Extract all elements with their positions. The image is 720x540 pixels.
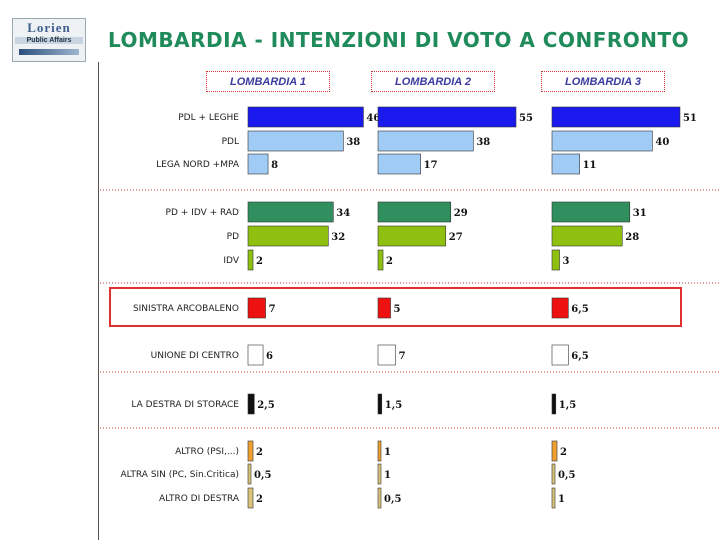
logo-decoration [19,49,79,55]
data-label: 1,5 [385,400,402,411]
bar-mark [377,487,382,509]
data-label: 2,5 [257,400,274,411]
bar-mark [551,201,631,223]
bar-mark [551,463,556,485]
data-label: 0,5 [558,470,575,481]
bar-mark [247,130,344,152]
data-label: 38 [346,137,360,148]
bar-mark [247,297,266,319]
data-label: 51 [683,113,697,124]
category-label: LEGA NORD +MPA [156,160,240,170]
bar-mark [551,297,569,319]
bar-mark [247,106,364,128]
data-label: 29 [454,208,468,219]
bar-mark [377,393,383,415]
company-logo: Lorien Public Affairs [12,18,86,62]
bar-mark [377,463,382,485]
panel-header-3: LOMBARDIA 3 [541,71,665,92]
data-label: 28 [625,232,639,243]
data-label: 2 [560,447,567,458]
category-label: IDV [223,256,239,266]
data-label: 32 [331,232,345,243]
bar-mark [377,344,396,366]
bar-mark [377,106,517,128]
bar-mark [247,225,329,247]
data-label: 1,5 [559,400,576,411]
bar-mark [551,153,580,175]
data-label: 7 [399,351,406,362]
bar-mark [247,440,254,462]
data-label: 38 [476,137,490,148]
data-label: 6,5 [571,304,588,315]
bar-mark [247,201,334,223]
category-label: ALTRO (PSI,...) [175,447,239,457]
bar-mark [551,225,623,247]
bar-mark [551,106,681,128]
data-label: 2 [256,447,263,458]
data-label: 2 [386,256,393,267]
data-label: 3 [563,256,570,267]
data-label: 8 [271,160,278,171]
page-title: LOMBARDIA - INTENZIONI DI VOTO A CONFRON… [108,28,690,52]
bar-mark [247,463,252,485]
category-label: SINISTRA ARCOBALENO [133,304,239,314]
category-label: PD + IDV + RAD [166,208,240,218]
bar-mark [247,249,254,271]
bar-mark [247,393,255,415]
data-label: 1 [384,470,391,481]
data-label: 5 [394,304,401,315]
logo-brand-text: Lorien [27,20,71,35]
data-label: 6 [266,351,273,362]
category-label: ALTRA SIN (PC, Sin.Critica) [120,470,239,480]
category-label: PDL + LEGHE [178,113,239,123]
bar-mark [247,153,269,175]
data-label: 2 [256,256,263,267]
data-label: 1 [558,494,565,505]
bar-mark [551,393,557,415]
panel-header-1: LOMBARDIA 1 [206,71,330,92]
category-label: PDL [222,137,239,147]
data-label: 46 [366,113,380,124]
bar-mark [551,249,560,271]
data-label: 40 [655,137,669,148]
bar-mark [377,225,447,247]
bar-mark [377,153,421,175]
panel-header-2: LOMBARDIA 2 [371,71,495,92]
bar-mark [551,487,556,509]
category-label: PD [227,232,239,242]
bar-mark [377,297,391,319]
bar-mark [551,130,653,152]
bar-mark [377,130,474,152]
vertical-divider [98,62,99,540]
data-label: 27 [449,232,463,243]
bar-mark [551,440,558,462]
data-label: 34 [336,208,350,219]
bar-mark [247,344,264,366]
data-label: 55 [519,113,533,124]
data-label: 2 [256,494,263,505]
data-label: 0,5 [254,470,271,481]
highlight-box-sinistra-arcobaleno [109,287,682,327]
data-label: 31 [633,208,647,219]
bar-mark [377,201,452,223]
bar-mark [377,440,382,462]
data-label: 0,5 [384,494,401,505]
bar-mark [551,344,569,366]
category-label: UNIONE DI CENTRO [151,351,239,361]
bar-mark [247,487,254,509]
category-label: LA DESTRA DI STORACE [131,400,239,410]
category-label: ALTRO DI DESTRA [159,494,240,504]
data-label: 17 [424,160,438,171]
logo-tagline: Public Affairs [15,37,83,44]
data-label: 7 [269,304,276,315]
data-label: 11 [583,160,597,171]
bar-mark [377,249,384,271]
data-label: 1 [384,447,391,458]
data-label: 6,5 [571,351,588,362]
